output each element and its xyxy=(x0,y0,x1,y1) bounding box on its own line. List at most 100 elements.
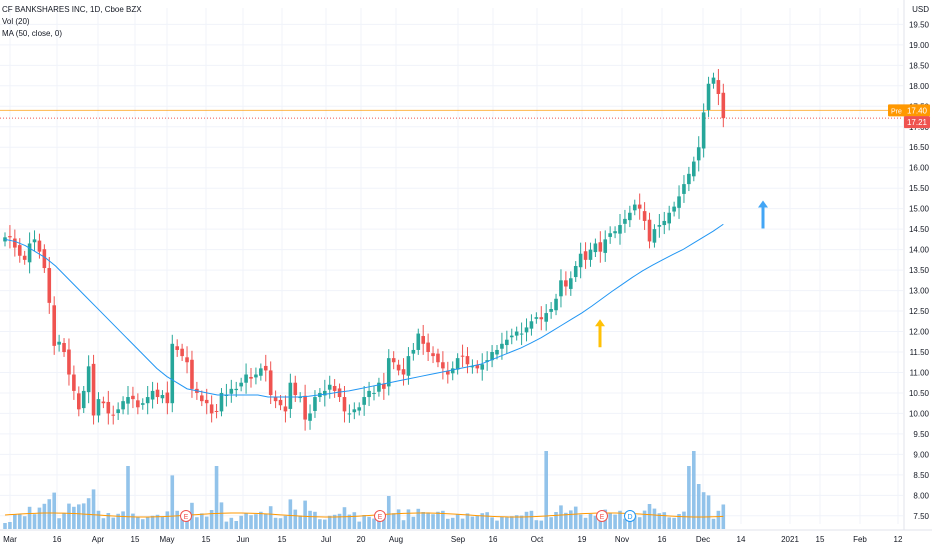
candle-body xyxy=(27,243,32,263)
event-circle xyxy=(596,510,608,522)
volume-bar xyxy=(608,512,612,529)
volume-bar xyxy=(559,505,563,529)
time-tick-label: 12 xyxy=(894,535,903,544)
candle-body xyxy=(382,383,386,389)
candle-body xyxy=(136,400,140,408)
event-marker-icon[interactable]: E xyxy=(180,510,192,522)
volume-bar xyxy=(244,513,248,529)
price-tick-label: 18.00 xyxy=(909,82,930,91)
time-tick-label: Feb xyxy=(853,535,867,544)
volume-bar xyxy=(637,517,642,529)
time-tick-label: 20 xyxy=(357,535,366,544)
candle-body xyxy=(62,342,66,352)
volume-bar xyxy=(549,517,553,529)
volume-bar xyxy=(495,520,499,529)
volume-bar xyxy=(42,503,47,529)
candle-body xyxy=(583,251,588,260)
volume-bar xyxy=(682,511,686,529)
price-tick-label: 16.00 xyxy=(909,164,930,173)
time-tick-label: Dec xyxy=(696,535,710,544)
candle-body xyxy=(96,399,101,416)
price-tick-label: 19.00 xyxy=(909,41,930,50)
time-tick-label: Aug xyxy=(389,535,403,544)
volume-bar xyxy=(446,518,450,529)
up-arrow-icon-head xyxy=(758,200,768,208)
volume-bar xyxy=(632,515,637,529)
price-tick-label: 7.50 xyxy=(913,512,929,521)
candle-body xyxy=(239,382,243,387)
time-tick-label: 15 xyxy=(816,535,825,544)
time-tick-label: 16 xyxy=(489,535,498,544)
volume-bar xyxy=(170,475,175,529)
volume-bar xyxy=(52,492,56,529)
volume-bar xyxy=(716,510,721,529)
candle-body xyxy=(111,414,116,416)
candle-body xyxy=(145,397,150,404)
volume-bar xyxy=(362,515,366,529)
event-marker-icon[interactable]: E xyxy=(596,510,608,522)
price-tick-label: 8.00 xyxy=(913,491,929,500)
price-tick-label: 10.50 xyxy=(909,389,930,398)
time-tick-label: 15 xyxy=(278,535,287,544)
candle-body xyxy=(667,212,671,224)
candle-body xyxy=(155,389,160,398)
volume-bar xyxy=(539,520,544,529)
volume-bar xyxy=(278,518,283,529)
candle-body xyxy=(278,399,283,406)
symbol-title[interactable]: CF BANKSHARES INC, 1D, Cboe BZX xyxy=(2,5,142,14)
volume-bar xyxy=(647,504,652,529)
event-label: E xyxy=(600,514,605,521)
volume-bar xyxy=(460,518,465,529)
candle-body xyxy=(588,249,593,260)
volume-indicator-label[interactable]: Vol (20) xyxy=(2,17,30,26)
volume-bar xyxy=(165,511,170,529)
candle-body xyxy=(578,253,583,268)
time-tick-label: 16 xyxy=(53,535,62,544)
volume-bar xyxy=(303,500,307,529)
volume-bar xyxy=(573,506,578,529)
volume-bar xyxy=(386,496,391,529)
volume-bar xyxy=(185,517,189,529)
volume-bar xyxy=(642,510,647,529)
volume-bar xyxy=(209,510,214,529)
candle-body xyxy=(529,321,534,329)
volume-bar xyxy=(687,466,691,529)
ma-indicator-label[interactable]: MA (50, close, 0) xyxy=(2,29,63,38)
volume-bar xyxy=(524,511,529,529)
candle-body xyxy=(219,392,224,412)
candle-body xyxy=(293,382,298,395)
volume-bar xyxy=(195,517,199,529)
candle-body xyxy=(573,266,578,278)
price-tick-label: 9.00 xyxy=(913,450,929,459)
candle-body xyxy=(362,397,366,405)
volume-bar xyxy=(569,510,573,529)
volume-bar xyxy=(259,511,263,529)
event-circle xyxy=(624,510,636,522)
volume-bar xyxy=(86,498,91,529)
volume-bar xyxy=(480,513,485,529)
candle-body xyxy=(500,343,504,349)
candle-body xyxy=(47,268,52,303)
event-marker-icon[interactable]: E xyxy=(374,510,386,522)
volume-bar xyxy=(475,515,480,529)
volume-bar xyxy=(347,514,352,529)
time-tick-label: May xyxy=(159,535,174,544)
volume-bar xyxy=(81,503,86,529)
candle-body xyxy=(396,364,401,371)
volume-bar xyxy=(204,516,209,529)
volume-bar xyxy=(62,513,66,529)
candle-body xyxy=(637,204,642,209)
candle-body xyxy=(652,229,657,243)
price-tick-label: 14.50 xyxy=(909,225,930,234)
event-marker-icon[interactable]: D xyxy=(624,510,636,522)
candle-body xyxy=(618,225,622,234)
time-tick-label: Jul xyxy=(321,535,331,544)
volume-bars xyxy=(3,451,726,529)
volume-bar xyxy=(470,516,475,529)
time-tick-label: Sep xyxy=(451,535,466,544)
volume-bar xyxy=(667,517,671,529)
volume-bar xyxy=(593,515,598,529)
volume-bar xyxy=(332,514,337,529)
ma-line xyxy=(4,223,724,398)
